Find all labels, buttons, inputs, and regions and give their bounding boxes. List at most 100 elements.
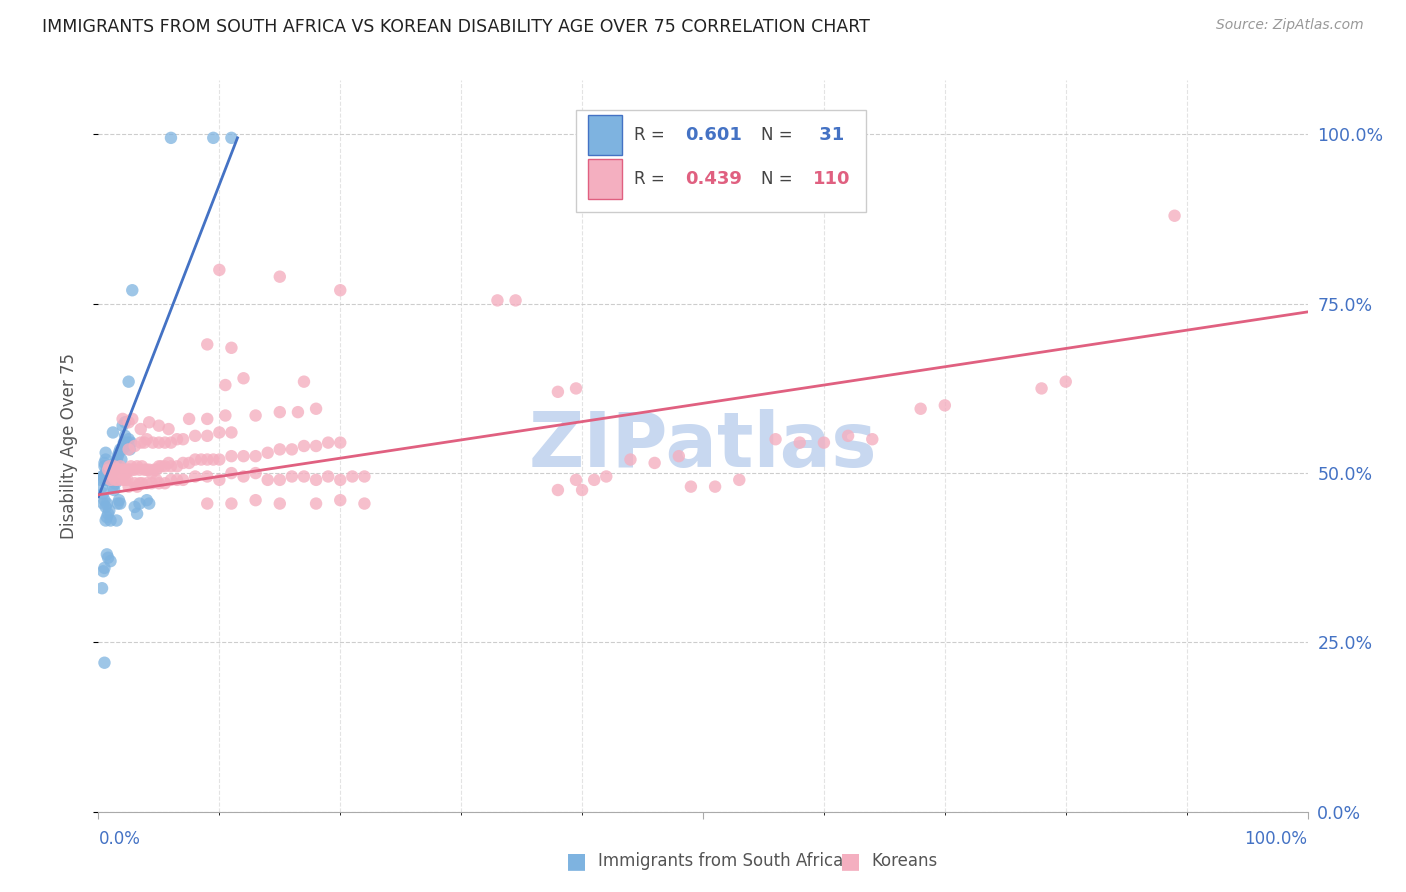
Point <box>172 432 194 446</box>
Point <box>148 459 170 474</box>
Point <box>118 480 141 494</box>
Point <box>101 463 124 477</box>
Point <box>127 480 149 494</box>
Point <box>94 446 117 460</box>
Text: ■: ■ <box>567 851 586 871</box>
Point <box>172 456 194 470</box>
Point <box>505 293 527 308</box>
Point <box>115 466 138 480</box>
Point <box>221 466 243 480</box>
Point <box>94 500 117 514</box>
FancyBboxPatch shape <box>576 110 866 212</box>
Point <box>115 439 138 453</box>
Point <box>110 463 132 477</box>
Point <box>118 432 141 446</box>
Point <box>214 378 236 392</box>
Point <box>93 459 115 474</box>
Point <box>114 473 136 487</box>
Point <box>107 463 129 477</box>
Point <box>565 473 588 487</box>
Point <box>143 463 166 477</box>
Point <box>105 452 128 467</box>
Point <box>108 497 131 511</box>
Point <box>96 463 118 477</box>
Point <box>202 131 225 145</box>
Point <box>93 561 115 575</box>
Point <box>97 469 120 483</box>
Point <box>118 375 141 389</box>
Point <box>90 473 112 487</box>
Point <box>172 473 194 487</box>
Point <box>111 418 134 433</box>
Point <box>269 269 291 284</box>
Point <box>789 435 811 450</box>
Point <box>1054 375 1077 389</box>
Point <box>118 463 141 477</box>
Point <box>1031 381 1053 395</box>
Point <box>108 493 131 508</box>
Point <box>94 466 117 480</box>
Point <box>105 463 128 477</box>
Point <box>114 429 136 443</box>
Text: Source: ZipAtlas.com: Source: ZipAtlas.com <box>1216 18 1364 32</box>
Point <box>305 497 328 511</box>
Point <box>157 456 180 470</box>
Point <box>103 459 125 474</box>
Point <box>547 384 569 399</box>
Point <box>100 459 122 474</box>
Point <box>96 497 118 511</box>
Point <box>118 442 141 457</box>
Point <box>118 442 141 457</box>
Point <box>195 429 218 443</box>
Point <box>287 405 309 419</box>
Point <box>208 425 231 440</box>
Point <box>97 507 120 521</box>
Point <box>94 452 117 467</box>
Point <box>98 463 121 477</box>
Point <box>105 514 128 528</box>
Point <box>619 452 641 467</box>
Text: ■: ■ <box>841 851 860 871</box>
Point <box>221 131 243 145</box>
Point <box>153 435 176 450</box>
Point <box>101 463 124 477</box>
Point <box>128 497 150 511</box>
Text: Koreans: Koreans <box>872 852 938 870</box>
Point <box>111 473 134 487</box>
Point <box>103 483 125 497</box>
Point <box>100 469 122 483</box>
Point <box>121 283 143 297</box>
Point <box>208 263 231 277</box>
Point <box>221 341 243 355</box>
Point <box>837 429 859 443</box>
Point <box>135 432 157 446</box>
Point <box>342 469 364 483</box>
Point <box>124 463 146 477</box>
Point <box>128 463 150 477</box>
Point <box>195 412 218 426</box>
Point <box>91 469 114 483</box>
Point <box>269 405 291 419</box>
Point <box>118 415 141 429</box>
Text: ZIPatlas: ZIPatlas <box>529 409 877 483</box>
Point <box>157 422 180 436</box>
Point <box>160 131 183 145</box>
Point <box>100 463 122 477</box>
Point <box>100 473 122 487</box>
Point <box>166 473 188 487</box>
Point <box>208 452 231 467</box>
Point <box>104 463 127 477</box>
Point <box>232 371 254 385</box>
Point <box>135 463 157 477</box>
Point <box>214 409 236 423</box>
Point <box>117 473 139 487</box>
Point <box>111 442 134 457</box>
Point <box>97 463 120 477</box>
Point <box>910 401 932 416</box>
Text: 0.0%: 0.0% <box>98 830 141 847</box>
Point <box>104 473 127 487</box>
Point <box>100 466 122 480</box>
Point <box>97 466 120 480</box>
Point <box>668 449 690 463</box>
Text: 110: 110 <box>813 170 851 188</box>
